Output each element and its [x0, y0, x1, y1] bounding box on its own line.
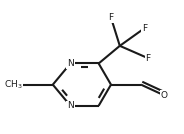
Text: N: N	[67, 101, 74, 110]
Text: F: F	[108, 13, 114, 22]
Text: F: F	[146, 54, 151, 63]
Text: F: F	[142, 24, 147, 33]
Text: N: N	[67, 59, 74, 68]
Text: $\sf CH_3$: $\sf CH_3$	[4, 78, 23, 91]
Text: O: O	[160, 91, 167, 100]
